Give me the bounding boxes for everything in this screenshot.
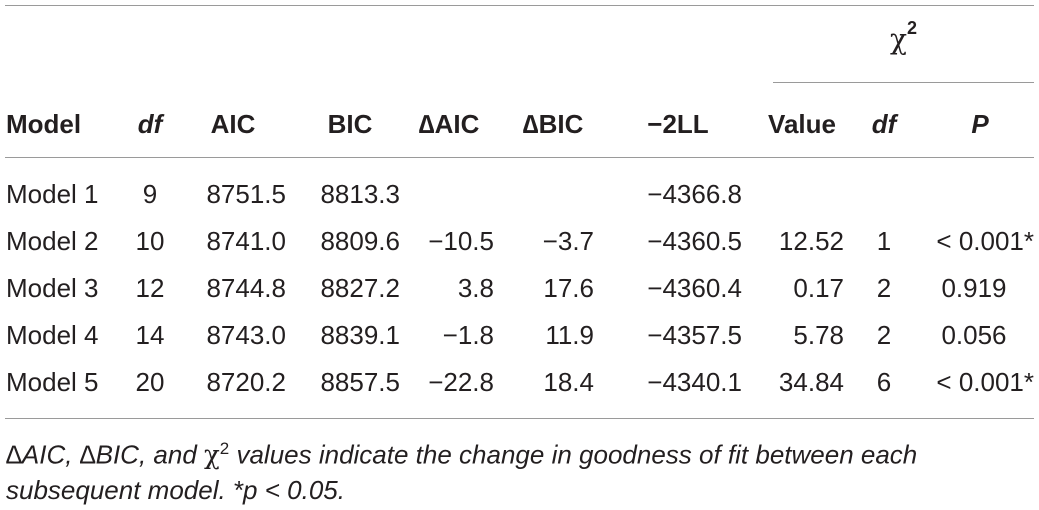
table-footnote: ∆AIC, ∆BIC, and χ2 values indicate the c… [6, 432, 1036, 507]
cell-delta-bic [512, 171, 594, 217]
header-chi-df: df [871, 109, 897, 139]
table-row: Model 4 14 8743.0 8839.1 −1.8 11.9 −4357… [0, 312, 1039, 358]
header-p: P [971, 109, 989, 139]
cell-aic: 8720.2 [206, 367, 286, 397]
cell-value: 34.84 [778, 367, 844, 397]
cell-df: 9 [142, 179, 158, 209]
header-delta-aic: ∆AIC [418, 109, 480, 139]
cell-chi-df [862, 171, 906, 217]
cell-df: 14 [135, 320, 165, 350]
cell-chi-df: 1 [876, 226, 892, 256]
header-aic: AIC [210, 109, 256, 139]
cell-neg2ll: −4340.1 [647, 367, 742, 397]
header-df: df [137, 109, 163, 139]
footnote-chi-exponent: 2 [219, 439, 230, 458]
cell-bic: 8839.1 [320, 320, 400, 350]
cell-chi-df: 6 [876, 367, 892, 397]
cell-chi-df: 2 [876, 273, 892, 303]
cell-delta-bic: −3.7 [542, 226, 594, 256]
cell-delta-aic: −1.8 [442, 320, 494, 350]
header-bic: BIC [327, 109, 373, 139]
chi-square-group-header: χ2 [773, 18, 1034, 66]
table-header-rule [5, 157, 1034, 158]
chi-symbol: χ [890, 22, 907, 56]
cell-p: < 0.001* [936, 226, 1034, 256]
cell-delta-aic [404, 171, 494, 217]
cell-neg2ll: −4360.4 [647, 273, 742, 303]
cell-value: 0.17 [793, 273, 844, 303]
cell-delta-bic: 18.4 [543, 367, 594, 397]
cell-aic: 8741.0 [206, 226, 286, 256]
footnote-chi-symbol: χ [204, 440, 220, 471]
cell-p [914, 171, 1034, 217]
cell-aic: 8751.5 [206, 179, 286, 209]
cell-model: Model 4 [6, 320, 99, 350]
table-bottom-rule [5, 418, 1034, 419]
cell-bic: 8827.2 [320, 273, 400, 303]
cell-delta-aic: 3.8 [457, 273, 494, 303]
cell-delta-aic: −10.5 [428, 226, 494, 256]
cell-p: 0.919 [941, 273, 1007, 303]
chi-square-group-rule [773, 82, 1034, 83]
header-value: Value [768, 109, 836, 139]
footnote-part1: ∆AIC, ∆BIC, and [6, 439, 204, 470]
chi-exponent: 2 [906, 18, 917, 38]
cell-model: Model 5 [6, 367, 99, 397]
cell-p: < 0.001* [936, 367, 1034, 397]
cell-value [760, 171, 844, 217]
footnote-part2: values indicate the change in goodness o… [6, 439, 918, 505]
cell-bic: 8813.3 [320, 179, 400, 209]
table-header-row: Model df AIC BIC ∆AIC ∆BIC −2LL Value df… [0, 101, 1039, 147]
cell-bic: 8857.5 [320, 367, 400, 397]
cell-delta-bic: 11.9 [545, 320, 594, 350]
table-row: Model 2 10 8741.0 8809.6 −10.5 −3.7 −436… [0, 218, 1039, 264]
cell-bic: 8809.6 [320, 226, 400, 256]
cell-df: 20 [135, 367, 165, 397]
header-neg2ll: −2LL [647, 109, 709, 139]
table-row: Model 1 9 8751.5 8813.3 −4366.8 [0, 171, 1039, 217]
header-model: Model [6, 109, 82, 139]
cell-chi-df: 2 [876, 320, 892, 350]
cell-aic: 8744.8 [206, 273, 286, 303]
cell-model: Model 3 [6, 273, 99, 303]
cell-value: 12.52 [778, 226, 844, 256]
table-top-rule [5, 5, 1034, 6]
cell-neg2ll: −4360.5 [647, 226, 742, 256]
cell-model: Model 2 [6, 226, 99, 256]
cell-neg2ll: −4357.5 [647, 320, 742, 350]
cell-df: 12 [135, 273, 165, 303]
table-row: Model 3 12 8744.8 8827.2 3.8 17.6 −4360.… [0, 265, 1039, 311]
header-delta-bic: ∆BIC [522, 109, 584, 139]
table-row: Model 5 20 8720.2 8857.5 −22.8 18.4 −434… [0, 359, 1039, 405]
cell-df: 10 [135, 226, 165, 256]
cell-value: 5.78 [793, 320, 844, 350]
cell-delta-aic: −22.8 [428, 367, 494, 397]
cell-delta-bic: 17.6 [543, 273, 594, 303]
cell-model: Model 1 [6, 179, 99, 209]
cell-neg2ll: −4366.8 [647, 179, 742, 209]
cell-p: 0.056 [941, 320, 1007, 350]
cell-aic: 8743.0 [206, 320, 286, 350]
